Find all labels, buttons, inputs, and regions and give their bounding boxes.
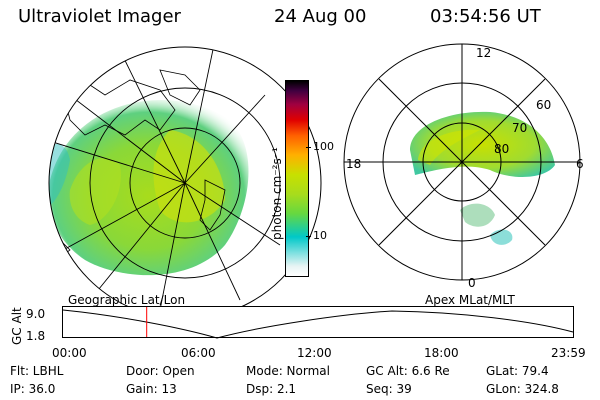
aurora-oval-right [410, 111, 555, 177]
status-flt: Flt: LBHL [10, 364, 64, 378]
date-label: 24 Aug 00 [274, 6, 367, 27]
orbit-x-tick-1200: 12:00 [297, 346, 332, 360]
geographic-map-panel [48, 46, 322, 320]
time-label: 03:54:56 UT [430, 6, 541, 27]
geographic-caption: Geographic Lat/Lon [68, 293, 186, 307]
status-dsp: Dsp: 2.1 [246, 382, 297, 396]
status-glon: GLon: 324.8 [486, 382, 559, 396]
orbit-y-tick-low: 1.8 [26, 329, 46, 343]
orbit-x-tick-2359: 23:59 [551, 346, 586, 360]
status-gc-alt: GC Alt: 6.6 Re [366, 364, 450, 378]
mlat-mlt-panel [343, 43, 581, 281]
status-door: Door: Open [126, 364, 195, 378]
orbit-altitude-plot [62, 306, 574, 339]
orbit-x-tick-1800: 18:00 [424, 346, 459, 360]
apex-caption: Apex MLat/MLT [425, 293, 515, 307]
status-seq: Seq: 39 [366, 382, 412, 396]
status-gain: Gain: 13 [126, 382, 177, 396]
mlt-label-18: 18 [346, 157, 362, 171]
colorbar [285, 80, 309, 277]
mlat-label-70: 70 [512, 121, 528, 135]
orbit-y-axis-title: GC Alt [10, 307, 24, 345]
orbit-altitude-curve [62, 309, 574, 339]
orbit-y-tick-high: 9.0 [26, 307, 46, 321]
orbit-x-tick-0000: 00:00 [52, 346, 87, 360]
colorbar-tick-100: 100 [313, 140, 334, 153]
instrument-title: Ultraviolet Imager [18, 6, 181, 27]
orbit-x-tick-0600: 06:00 [181, 346, 216, 360]
status-ip: IP: 36.0 [10, 382, 56, 396]
colorbar-tick-mark-10 [306, 236, 311, 237]
colorbar-tick-mark-100 [306, 147, 311, 148]
mlt-label-6: 6 [576, 157, 584, 171]
status-glat: GLat: 79.4 [486, 364, 549, 378]
mlat-label-60: 60 [536, 98, 552, 112]
status-mode: Mode: Normal [246, 364, 330, 378]
colorbar-tick-10: 10 [313, 229, 327, 242]
mlat-label-80: 80 [494, 142, 510, 156]
mlt-label-12: 12 [476, 46, 492, 60]
mlt-label-0: 0 [468, 276, 476, 290]
colorbar-unit-label: photon cm⁻²s⁻¹ [270, 147, 284, 240]
